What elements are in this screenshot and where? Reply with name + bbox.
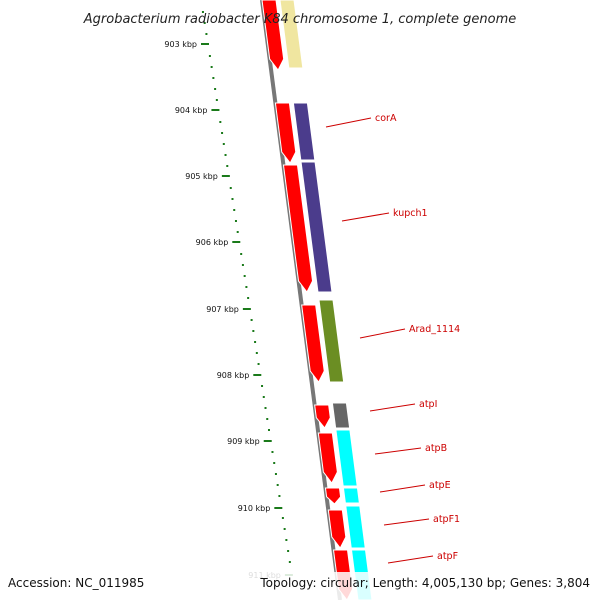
gene-label: atpB <box>425 443 447 454</box>
accession-text: Accession: NC_011985 <box>8 576 144 590</box>
gene-feature <box>345 505 366 549</box>
label-leader <box>359 328 406 339</box>
tick-dot <box>264 407 267 409</box>
tick-dot <box>243 275 246 277</box>
tick-label: 910 kbp <box>238 504 271 513</box>
strand-arrow <box>324 487 342 505</box>
tick-dot <box>273 462 276 464</box>
tick-dot <box>266 418 269 420</box>
tick-dot <box>250 319 253 321</box>
tick-dot <box>288 561 291 563</box>
gene-label: corA <box>375 113 397 124</box>
tick-dot <box>240 253 243 255</box>
gene-labels: corA kupch1 Arad_1114 atpI atpB atpE atpF1 atpF <box>325 113 460 564</box>
tick-dot <box>219 121 222 123</box>
gene-label: Arad_1114 <box>409 324 460 335</box>
tick-label: 908 kbp <box>217 371 250 380</box>
tick-dot <box>222 143 225 145</box>
tick-dot <box>233 209 236 211</box>
tick-label: 906 kbp <box>196 238 229 247</box>
footer-backdrop <box>0 572 600 600</box>
label-leader <box>341 212 390 222</box>
tick-dot <box>212 77 215 79</box>
gene-label: atpF <box>437 551 458 562</box>
tick-dot <box>236 231 239 233</box>
gene-feature <box>335 429 358 487</box>
tick-label: 903 kbp <box>164 40 197 49</box>
gene-label: atpE <box>429 480 451 491</box>
tick-dot <box>267 429 270 431</box>
tick-dot <box>262 396 265 398</box>
tick-dots <box>201 11 291 563</box>
label-leader <box>369 403 416 412</box>
tick-dot <box>203 22 206 24</box>
tick-dot <box>224 154 227 156</box>
strand-arrow <box>327 509 347 549</box>
label-leader <box>379 484 426 493</box>
gene-feature <box>300 161 333 293</box>
strand-arrow <box>261 0 285 71</box>
tick-dot <box>205 33 208 35</box>
tick-dot <box>261 385 264 387</box>
strand-arrow <box>314 404 331 429</box>
strand-arrow <box>317 432 338 484</box>
tick-dot <box>252 330 255 332</box>
summary-text: Topology: circular; Length: 4,005,130 bp… <box>259 576 590 590</box>
tick-dot <box>283 528 286 530</box>
tick-dot <box>276 484 279 486</box>
backbone-line <box>260 0 342 600</box>
tick-label: 909 kbp <box>227 437 260 446</box>
strand-arrow <box>301 304 325 383</box>
tick-dot <box>215 99 218 101</box>
label-leader <box>383 518 430 526</box>
tick-dot <box>278 495 281 497</box>
gene-label: atpF1 <box>433 514 460 525</box>
tick-dot <box>234 220 237 222</box>
tick-dot <box>229 187 232 189</box>
label-leader <box>387 555 434 564</box>
map-title: Agrobacterium radiobacter K84 chromosome… <box>83 12 516 27</box>
tick-dot <box>274 473 277 475</box>
tick-dot <box>255 352 258 354</box>
strand-arrows <box>261 0 354 600</box>
tick-dot <box>210 66 213 68</box>
tick-dot <box>285 539 288 541</box>
gene-label: kupch1 <box>393 208 428 219</box>
tick-dot <box>241 264 244 266</box>
strand-arrow <box>282 164 314 293</box>
tick-dot <box>221 132 224 134</box>
tick-dot <box>201 11 204 13</box>
tick-dot <box>281 517 284 519</box>
gene-feature <box>279 0 304 69</box>
gene-feature <box>331 402 351 429</box>
tick-dot <box>245 286 248 288</box>
label-leader <box>374 447 422 455</box>
tick-label: 904 kbp <box>175 106 208 115</box>
tick-dot <box>271 451 274 453</box>
tick-dot <box>226 165 229 167</box>
genes <box>279 0 373 600</box>
tick-dot <box>247 297 250 299</box>
tick-marks: 903 kbp 904 kbp 905 kbp 906 kbp 907 kbp 908 k… <box>164 40 293 580</box>
tick-dot <box>257 363 260 365</box>
tick-label: 905 kbp <box>185 172 218 181</box>
gene-label: atpI <box>419 399 437 410</box>
tick-dot <box>254 341 257 343</box>
strand-arrow <box>274 102 297 164</box>
tick-dot <box>208 55 211 57</box>
label-leader <box>325 117 372 128</box>
tick-dot <box>287 550 290 552</box>
gene-feature <box>292 102 316 161</box>
gene-feature <box>342 487 360 504</box>
tick-dot <box>231 198 234 200</box>
tick-label: 907 kbp <box>206 305 239 314</box>
tick-dot <box>214 88 217 90</box>
gene-feature <box>318 299 345 383</box>
